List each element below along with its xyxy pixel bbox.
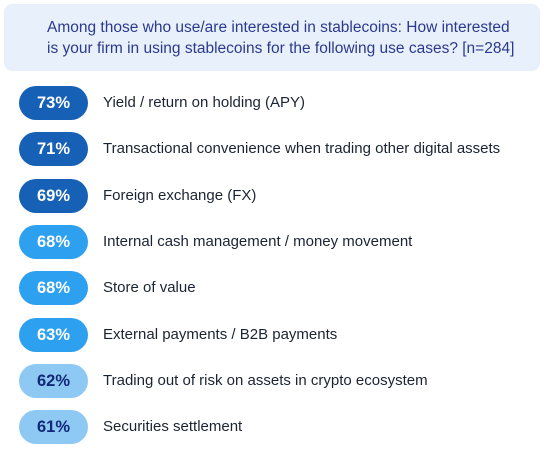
use-case-label: Securities settlement [103, 418, 243, 435]
question-line-1: Among those who use/are interested in st… [47, 19, 510, 36]
use-case-label: Trading out of risk on assets in crypto … [103, 372, 428, 389]
use-case-row: 69% Foreign exchange (FX) [19, 179, 539, 213]
percentage-pill: 68% [19, 225, 88, 259]
use-case-row: 68% Store of value [19, 271, 539, 305]
use-case-label: Internal cash management / money movemen… [103, 233, 413, 250]
percentage-pill: 62% [19, 364, 88, 398]
percentage-pill: 69% [19, 179, 88, 213]
percentage-pill: 73% [19, 86, 88, 120]
use-case-label: Transactional convenience when trading o… [103, 140, 501, 157]
use-case-row: 71% Transactional convenience when tradin… [19, 132, 539, 166]
use-case-label: Foreign exchange (FX) [103, 187, 257, 204]
use-case-label: Store of value [103, 279, 196, 296]
use-case-label: External payments / B2B payments [103, 326, 338, 343]
percentage-pill: 71% [19, 132, 88, 166]
percentage-pill: 68% [19, 271, 88, 305]
use-case-row: 61% Securities settlement [19, 410, 539, 444]
use-case-label: Yield / return on holding (APY) [103, 94, 306, 111]
use-case-row: 63% External payments / B2B payments [19, 318, 539, 352]
use-case-row: 73% Yield / return on holding (APY) [19, 86, 539, 120]
percentage-pill: 61% [19, 410, 88, 444]
question-line-2: is your firm in using stablecoins for th… [47, 40, 515, 57]
use-case-row: 68% Internal cash management / money move… [19, 225, 539, 259]
percentage-pill: 63% [19, 318, 88, 352]
question-header: Among those who use/are interested in st… [4, 4, 540, 71]
use-case-row: 62% Trading out of risk on assets in cryp… [19, 364, 539, 398]
